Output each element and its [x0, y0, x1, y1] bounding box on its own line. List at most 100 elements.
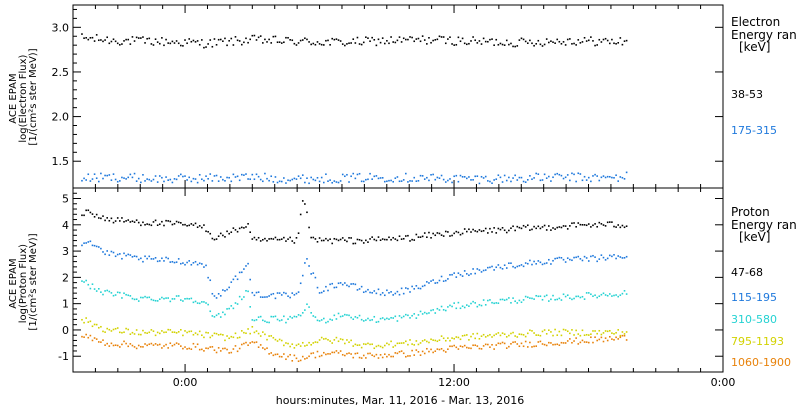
- data-point: [592, 40, 594, 42]
- data-point: [524, 226, 527, 228]
- data-point: [383, 318, 386, 321]
- data-point: [388, 292, 390, 294]
- data-point: [211, 237, 214, 240]
- data-point: [428, 37, 430, 39]
- data-point: [407, 181, 409, 183]
- data-point: [451, 345, 453, 348]
- data-point: [499, 334, 502, 337]
- data-point: [158, 343, 161, 346]
- data-point: [451, 337, 453, 339]
- data-point: [213, 238, 216, 241]
- data-point: [472, 36, 474, 38]
- data-point: [350, 175, 352, 178]
- data-point: [245, 332, 247, 335]
- data-point: [438, 339, 441, 341]
- data-point: [154, 334, 157, 337]
- data-point: [161, 257, 163, 260]
- data-point: [207, 303, 209, 306]
- data-point: [140, 181, 142, 184]
- data-point: [451, 43, 453, 45]
- data-point: [434, 39, 437, 41]
- data-point: [140, 296, 142, 299]
- data-point: [226, 288, 228, 291]
- data-point: [529, 297, 531, 299]
- data-point: [379, 317, 382, 320]
- data-point: [177, 42, 180, 45]
- data-point: [613, 333, 615, 335]
- data-point: [232, 307, 235, 310]
- data-point: [205, 331, 207, 334]
- data-point: [310, 273, 312, 275]
- data-point: [83, 37, 85, 39]
- data-point: [81, 33, 83, 35]
- data-point: [598, 329, 601, 332]
- data-point: [180, 299, 182, 301]
- data-point: [493, 44, 495, 47]
- data-point: [514, 266, 516, 269]
- data-point: [360, 357, 363, 359]
- data-point: [116, 180, 119, 183]
- data-point: [548, 341, 550, 344]
- data-point: [182, 175, 184, 178]
- data-point: [161, 347, 163, 349]
- data-point: [163, 297, 165, 300]
- electron-data-layer: [81, 33, 628, 185]
- data-point: [520, 176, 523, 179]
- data-point: [398, 315, 401, 317]
- proton-legend-entry-2: 310-580: [731, 313, 777, 326]
- data-point: [493, 302, 495, 305]
- data-point: [514, 335, 516, 337]
- data-point: [436, 232, 439, 234]
- data-point: [423, 39, 426, 41]
- data-point: [571, 222, 573, 225]
- data-point: [478, 40, 481, 42]
- data-point: [383, 180, 386, 183]
- data-point: [617, 329, 620, 331]
- data-point: [100, 291, 102, 293]
- data-point: [257, 346, 260, 348]
- data-point: [417, 343, 420, 346]
- data-point: [152, 44, 155, 46]
- data-point: [556, 298, 559, 301]
- data-point: [121, 257, 123, 260]
- data-point: [97, 341, 100, 343]
- data-point: [150, 258, 153, 260]
- data-point: [487, 40, 489, 43]
- data-point: [564, 342, 567, 344]
- data-point: [413, 288, 416, 290]
- data-point: [314, 43, 317, 46]
- series-electron-1: [81, 171, 628, 185]
- data-point: [312, 178, 315, 181]
- data-point: [339, 350, 342, 352]
- data-point: [375, 321, 378, 323]
- data-point: [150, 298, 153, 301]
- data-point: [232, 336, 235, 339]
- data-point: [442, 36, 445, 38]
- data-point: [127, 176, 130, 179]
- data-point: [529, 175, 531, 177]
- data-point: [114, 327, 117, 330]
- data-point: [497, 227, 500, 230]
- data-point: [323, 181, 325, 184]
- data-point: [251, 34, 254, 37]
- data-point: [367, 342, 369, 345]
- data-point: [491, 301, 493, 304]
- data-point: [177, 343, 180, 345]
- data-point: [596, 260, 598, 263]
- data-point: [444, 230, 447, 233]
- data-point: [465, 334, 468, 336]
- data-point: [539, 261, 542, 264]
- data-point: [579, 296, 582, 299]
- data-point: [201, 178, 203, 181]
- data-point: [116, 327, 119, 329]
- data-point: [167, 328, 169, 331]
- data-point: [253, 319, 256, 322]
- data-point: [484, 269, 487, 271]
- data-point: [409, 36, 411, 38]
- data-point: [585, 292, 588, 294]
- data-point: [297, 232, 300, 234]
- data-point: [451, 234, 453, 237]
- data-point: [119, 220, 121, 222]
- data-point: [562, 342, 565, 344]
- data-point: [421, 35, 424, 37]
